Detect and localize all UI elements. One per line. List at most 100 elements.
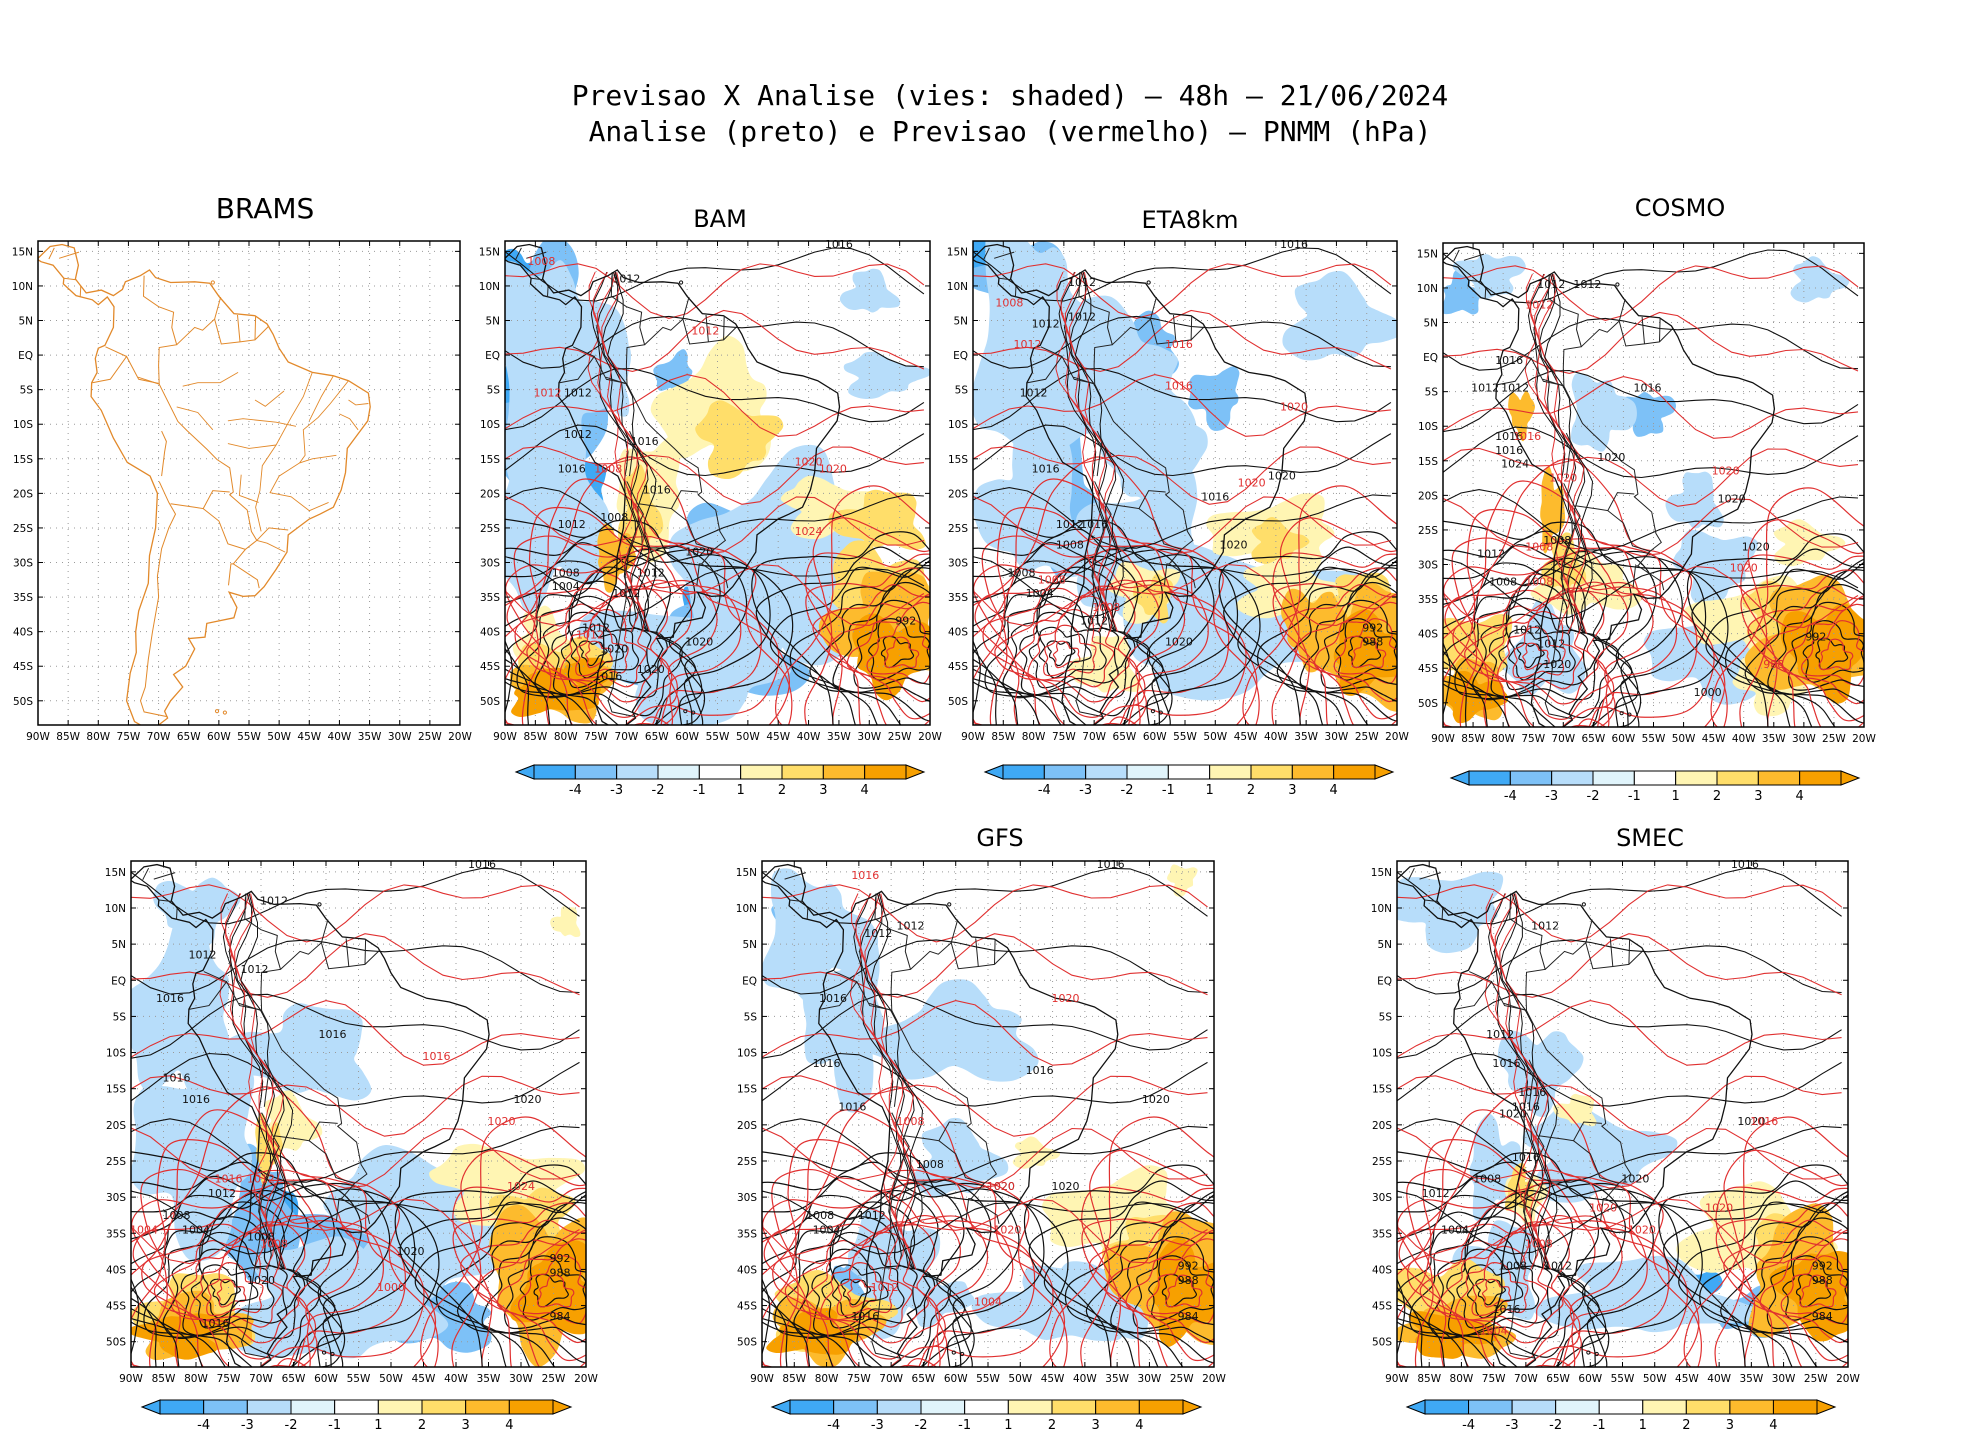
country-border: [308, 1140, 355, 1184]
lat-label: 30S: [737, 1192, 757, 1204]
lat-label: 50S: [13, 696, 33, 708]
isobar-analysis: [1028, 1180, 1214, 1367]
lat-label: 45S: [480, 661, 500, 673]
isobar-label-analysis: 1012: [1513, 624, 1541, 637]
isobar-label-analysis: 1016: [851, 1310, 879, 1323]
isobar-analysis: [590, 271, 637, 632]
isobar-forecast: [584, 640, 613, 669]
isobar-label-analysis: 1012: [1537, 637, 1565, 650]
colorbar-arrow-right: [1182, 1399, 1203, 1415]
lat-label: 5S: [20, 385, 34, 397]
country-border: [1585, 942, 1645, 970]
colorbar-label: -4: [1504, 789, 1517, 804]
isobar-label-forecast: 1020: [987, 1180, 1015, 1193]
isobar-forecast: [973, 456, 1260, 725]
isobar-label-analysis: 1012: [1486, 1028, 1514, 1041]
lon-label: 50W: [1643, 1373, 1667, 1385]
isobar-label-analysis: 1016: [1731, 858, 1759, 871]
isobar-label-forecast: 1012: [534, 387, 562, 400]
lat-label: 15S: [1418, 456, 1438, 468]
lat-label: 15N: [1371, 867, 1392, 879]
colorbar-swatch: [203, 1399, 248, 1415]
isobar-analysis: [456, 1201, 586, 1364]
isobar-label-forecast: 1012: [691, 324, 719, 337]
colorbar-label: -2: [1121, 783, 1134, 798]
colorbar-swatch: [159, 1399, 205, 1415]
isobar-analysis: [821, 1248, 905, 1329]
isobar-label-analysis: 1016: [163, 1071, 191, 1084]
state-border: [255, 372, 313, 532]
isobar-analysis: [1691, 548, 1864, 727]
isobar-analysis: [560, 611, 640, 689]
bias-shade-eta8km: [1281, 588, 1348, 673]
bias-shade-cosmo: [1672, 529, 1758, 607]
isobar-label-analysis: 992: [1805, 631, 1826, 644]
isobar-forecast: [536, 1274, 575, 1308]
lon-label: 85W: [782, 1373, 806, 1385]
isobar-label-forecast: 1000: [377, 1281, 405, 1294]
lon-label: 90W: [493, 731, 517, 743]
lat-label: 10S: [1372, 1048, 1392, 1060]
isobar-label-analysis: 1004: [1026, 587, 1054, 600]
isobar-label-forecast: 1020: [795, 456, 823, 469]
isobar-forecast: [981, 535, 1230, 725]
isobar-label-forecast: 1016: [1513, 430, 1541, 443]
lon-label: 30W: [388, 731, 412, 743]
lon-label: 45W: [766, 731, 790, 743]
isobar-analysis: [131, 1118, 580, 1183]
country-border: [1468, 971, 1492, 983]
isobar-analysis: [1397, 1118, 1842, 1183]
isobar-forecast: [1443, 497, 1859, 557]
isobar-analysis: [131, 1052, 580, 1107]
colorbar-swatch: [1007, 1399, 1053, 1415]
lat-label: 45S: [1372, 1301, 1392, 1313]
lat-label: EQ: [111, 975, 126, 987]
colorbar-swatch: [1509, 770, 1553, 786]
lon-label: 35W: [1739, 1373, 1763, 1385]
lat-label: 40S: [480, 627, 500, 639]
lat-label: 10S: [1418, 421, 1438, 433]
lat-label: 15N: [947, 246, 968, 258]
country-border: [998, 277, 1012, 281]
isobar-forecast: [132, 1206, 359, 1367]
country-border: [1096, 430, 1103, 477]
country-border: [1542, 378, 1665, 591]
isobar-forecast: [763, 1206, 989, 1367]
island: [678, 280, 684, 285]
country-border: [1503, 1002, 1634, 1225]
lon-label: 50W: [736, 731, 760, 743]
isobar-forecast: [1452, 581, 1629, 727]
lon-label: 65W: [912, 1373, 936, 1385]
lat-label: 15S: [737, 1084, 757, 1096]
lon-label: 75W: [117, 731, 141, 743]
isobar-label-analysis: 1012: [558, 518, 586, 531]
lat-label: 10N: [105, 903, 126, 915]
isobar-forecast: [131, 1075, 580, 1137]
country-border: [153, 872, 176, 880]
lon-label: 65W: [1581, 733, 1605, 745]
lat-label: 25S: [1372, 1156, 1392, 1168]
isobar-forecast: [846, 601, 930, 703]
isobar-label-analysis: 988: [1362, 635, 1383, 648]
colorbar-label: 1: [374, 1418, 382, 1433]
isobar-label-analysis: 1020: [685, 546, 713, 559]
isobar-forecast: [1740, 569, 1864, 727]
country-border: [48, 247, 55, 260]
isobar-forecast: [812, 583, 930, 725]
isobar-analysis: [505, 556, 925, 618]
colorbar-swatch: [1167, 764, 1211, 780]
isobar-analysis: [1544, 273, 1594, 634]
isobar-forecast: [1534, 273, 1582, 634]
lon-label: 75W: [1052, 731, 1076, 743]
lat-label: 35S: [13, 592, 33, 604]
bias-shade-cosmo: [1665, 471, 1724, 529]
country-border: [1078, 275, 1113, 385]
isobar-label-forecast: 1008: [897, 1115, 925, 1128]
isobar-label-forecast: 1004: [1480, 1324, 1508, 1337]
bias-shade-panel5: [429, 1143, 586, 1226]
lat-label: 15N: [736, 867, 757, 879]
country-border: [364, 939, 367, 965]
isobar-forecast: [131, 884, 580, 943]
isobar-label-forecast: 1016: [215, 1173, 243, 1186]
isobar-label-analysis: 1020: [1742, 541, 1770, 554]
